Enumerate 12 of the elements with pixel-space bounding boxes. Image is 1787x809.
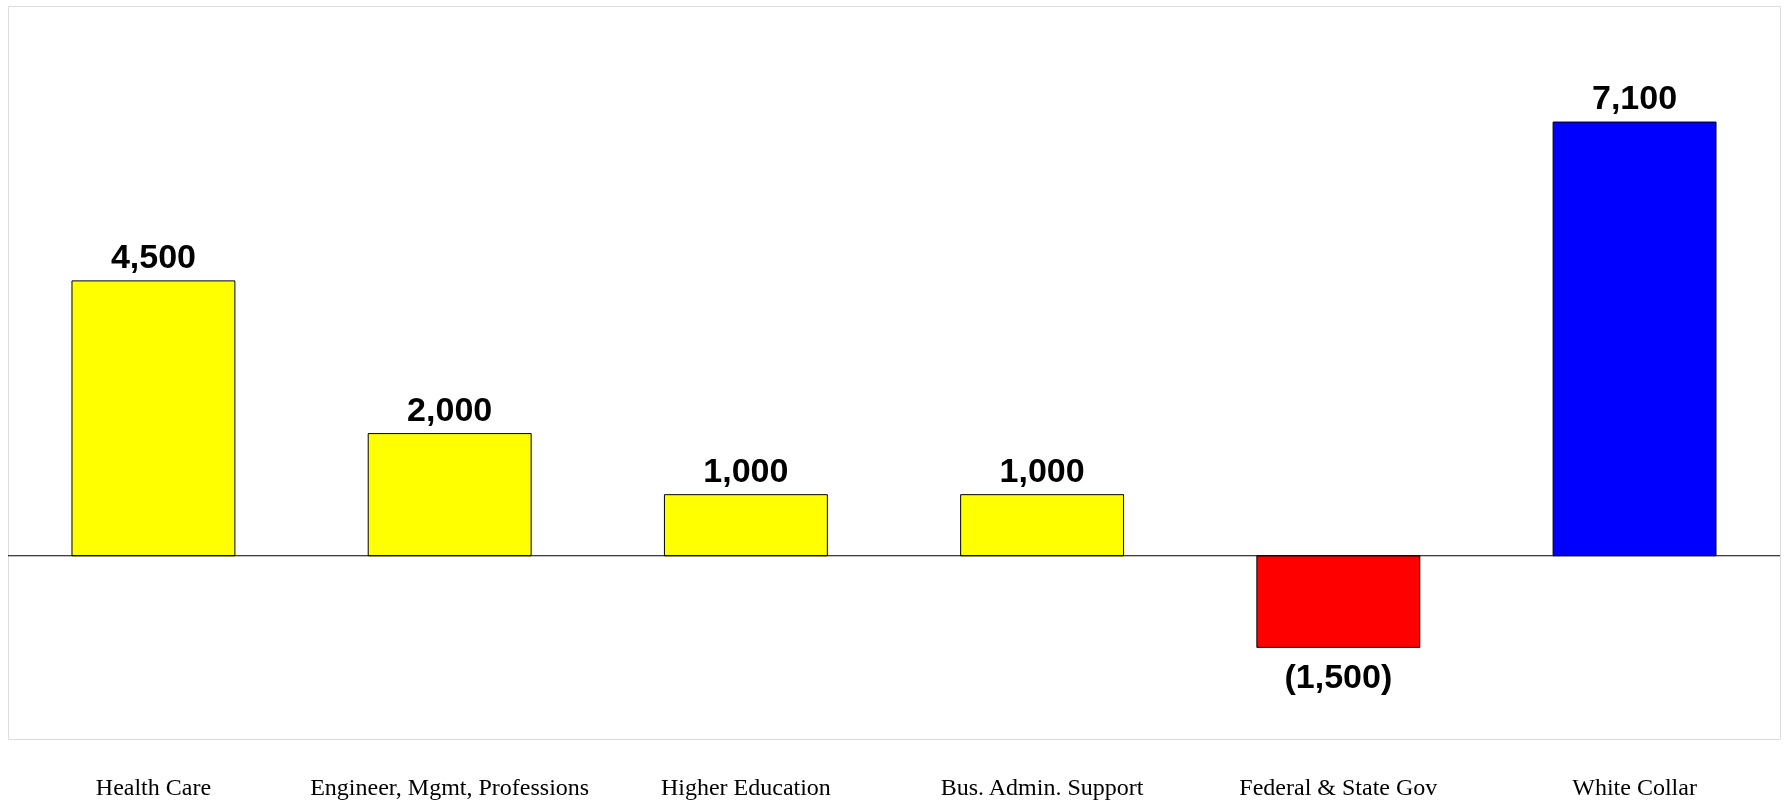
data-label: (1,500) (1284, 657, 1393, 696)
data-label: 2,000 (407, 389, 493, 428)
data-label: 7,100 (1592, 78, 1678, 117)
x-tick-label: Federal & State Gov (1239, 773, 1438, 800)
x-tick-label: White Collar (1572, 773, 1697, 800)
x-tick-label: Bus. Admin. Support (940, 773, 1144, 800)
data-label: 1,000 (703, 450, 789, 489)
data-label: 4,500 (110, 236, 196, 275)
x-tick-label: Higher Education (660, 773, 831, 800)
data-label: 1,000 (999, 450, 1085, 489)
x-tick-label: Engineer, Mgmt, Professions (310, 773, 590, 800)
x-tick-label: Health Care (95, 773, 212, 800)
